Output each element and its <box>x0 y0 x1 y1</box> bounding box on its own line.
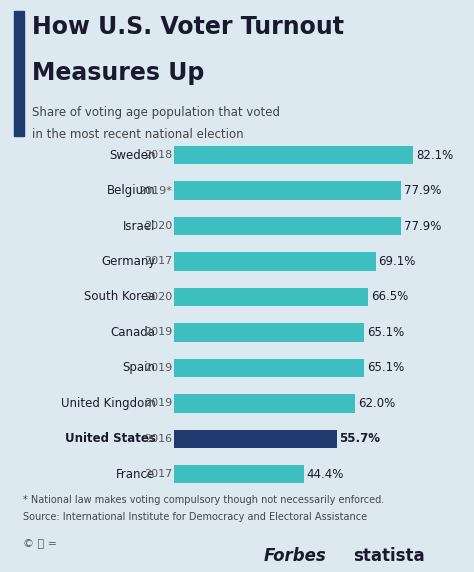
Bar <box>174 181 401 200</box>
Text: Share of voting age population that voted: Share of voting age population that vote… <box>32 106 280 119</box>
Text: 2016: 2016 <box>144 434 172 444</box>
Text: 55.7%: 55.7% <box>339 432 381 445</box>
Text: United States: United States <box>64 432 155 445</box>
Text: 44.4%: 44.4% <box>307 468 344 480</box>
Text: 2017: 2017 <box>144 256 172 267</box>
Text: © ⓘ =: © ⓘ = <box>23 539 57 549</box>
Text: Sweden: Sweden <box>109 149 155 162</box>
Bar <box>174 394 355 412</box>
Text: Measures Up: Measures Up <box>32 61 204 85</box>
Bar <box>174 288 368 306</box>
Bar <box>174 465 304 483</box>
Text: Canada: Canada <box>110 326 155 339</box>
Text: 2019*: 2019* <box>138 185 172 196</box>
Text: South Korea: South Korea <box>84 291 155 303</box>
Text: How U.S. Voter Turnout: How U.S. Voter Turnout <box>32 15 344 39</box>
Text: Spain: Spain <box>122 362 155 374</box>
Bar <box>174 252 375 271</box>
Text: 2017: 2017 <box>144 469 172 479</box>
Text: Israel: Israel <box>123 220 155 232</box>
Text: 77.9%: 77.9% <box>404 184 442 197</box>
Text: 2018: 2018 <box>144 150 172 160</box>
Text: Source: International Institute for Democracy and Electoral Assistance: Source: International Institute for Demo… <box>23 513 367 522</box>
Bar <box>174 217 401 235</box>
Text: 2019: 2019 <box>144 398 172 408</box>
Text: 2020: 2020 <box>144 292 172 302</box>
Bar <box>174 359 364 377</box>
Text: 2019: 2019 <box>144 363 172 373</box>
Text: in the most recent national election: in the most recent national election <box>32 128 244 141</box>
Text: Germany: Germany <box>101 255 155 268</box>
Bar <box>174 323 364 341</box>
Text: United Kingdom: United Kingdom <box>61 397 155 410</box>
Bar <box>14 11 24 136</box>
Text: 62.0%: 62.0% <box>358 397 395 410</box>
Text: 82.1%: 82.1% <box>416 149 454 162</box>
Text: 2020: 2020 <box>144 221 172 231</box>
Text: 66.5%: 66.5% <box>371 291 408 303</box>
Text: Belgium: Belgium <box>107 184 155 197</box>
Text: 69.1%: 69.1% <box>379 255 416 268</box>
Text: France: France <box>116 468 155 480</box>
Text: Forbes: Forbes <box>264 547 327 565</box>
Text: statista: statista <box>353 547 425 565</box>
Text: * National law makes voting compulsory though not necessarily enforced.: * National law makes voting compulsory t… <box>23 495 384 505</box>
Bar <box>174 430 337 448</box>
Bar <box>174 146 413 164</box>
Text: 65.1%: 65.1% <box>367 326 404 339</box>
Text: 2019: 2019 <box>144 327 172 337</box>
Text: 65.1%: 65.1% <box>367 362 404 374</box>
Text: 77.9%: 77.9% <box>404 220 442 232</box>
